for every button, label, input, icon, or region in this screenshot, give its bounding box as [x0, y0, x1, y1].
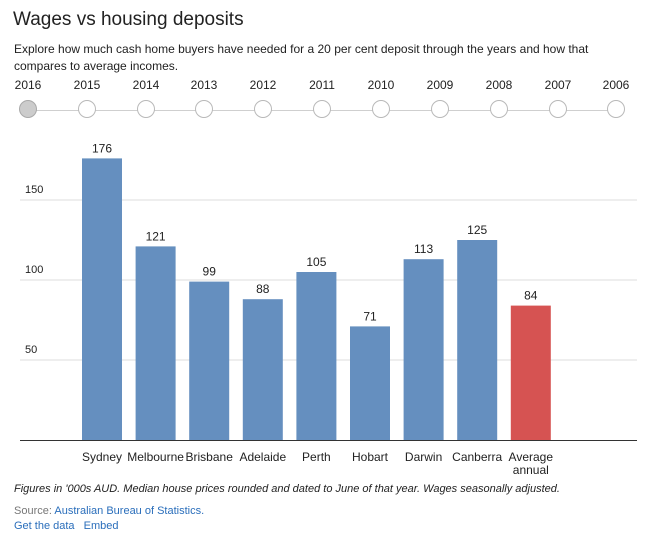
- get-data-link[interactable]: Get the data: [14, 520, 75, 532]
- x-tick-label: Adelaide: [239, 450, 286, 464]
- x-tick-label: Sydney: [82, 450, 122, 464]
- source-prefix: Source:: [14, 505, 55, 517]
- timeline-dot[interactable]: [549, 100, 567, 118]
- timeline-dot[interactable]: [372, 100, 390, 118]
- chart-footnote: Figures in '000s AUD. Median house price…: [14, 483, 560, 495]
- source-link[interactable]: Australian Bureau of Statistics.: [54, 505, 205, 517]
- timeline-year-2008[interactable]: 2008: [469, 78, 529, 118]
- bar: [135, 246, 176, 440]
- timeline-year-2015[interactable]: 2015: [57, 78, 117, 118]
- x-tick-label: Brisbane: [186, 450, 234, 464]
- timeline-year-label: 2008: [485, 78, 513, 92]
- source-line: Source: Australian Bureau of Statistics.: [14, 505, 204, 517]
- timeline-year-label: 2015: [73, 78, 101, 92]
- bar: [510, 305, 551, 440]
- timeline-dot[interactable]: [195, 100, 213, 118]
- bar: [242, 299, 283, 440]
- bar-chart: 50 100 150 176 Sydney 121 Melbourne 99 Brisbane 8…: [20, 141, 637, 480]
- data-label: 113: [414, 242, 433, 256]
- timeline-year-2010[interactable]: 2010: [351, 78, 411, 118]
- year-timeline: 2016 2015 2014 2013 2012 2011 2010 2009 …: [0, 78, 652, 128]
- timeline-dot[interactable]: [431, 100, 449, 118]
- x-tick-label: Canberra: [452, 450, 502, 464]
- y-tick-label: 50: [25, 344, 37, 356]
- timeline-dot[interactable]: [19, 100, 37, 118]
- bar: [350, 326, 390, 440]
- timeline-year-2011[interactable]: 2011: [292, 78, 352, 118]
- data-label: 125: [467, 223, 487, 237]
- timeline-year-label: 2006: [602, 78, 630, 92]
- data-label: 121: [146, 229, 166, 243]
- timeline-year-2013[interactable]: 2013: [174, 78, 234, 118]
- timeline-year-label: 2011: [309, 78, 335, 92]
- timeline-year-label: 2016: [14, 78, 42, 92]
- timeline-dot[interactable]: [254, 100, 272, 118]
- timeline-dot[interactable]: [137, 100, 155, 118]
- data-label: 71: [363, 309, 377, 323]
- data-label: 176: [92, 141, 112, 155]
- x-tick-label: Perth: [302, 450, 331, 464]
- timeline-dot[interactable]: [78, 100, 96, 118]
- timeline-year-label: 2012: [249, 78, 277, 92]
- timeline-year-label: 2007: [544, 78, 572, 92]
- y-tick-label: 150: [25, 184, 43, 196]
- bar: [457, 240, 498, 440]
- data-label: 84: [524, 289, 538, 303]
- timeline-year-label: 2014: [132, 78, 160, 92]
- bar: [189, 281, 230, 440]
- timeline-dot[interactable]: [490, 100, 508, 118]
- timeline-dot[interactable]: [607, 100, 625, 118]
- footer-links: Get the data Embed: [14, 520, 124, 532]
- data-label: 105: [306, 255, 326, 269]
- x-tick-label: Melbourne: [127, 450, 184, 464]
- y-tick-label: 100: [25, 264, 43, 276]
- timeline-year-2012[interactable]: 2012: [233, 78, 293, 118]
- timeline-year-2007[interactable]: 2007: [528, 78, 588, 118]
- embed-link[interactable]: Embed: [83, 520, 119, 532]
- x-tick-label: Hobart: [352, 450, 389, 464]
- page-title: Wages vs housing deposits: [13, 9, 244, 30]
- timeline-year-label: 2013: [190, 78, 218, 92]
- x-tick-label: Averageannualwage: [509, 450, 554, 480]
- page-subtitle: Explore how much cash home buyers have n…: [14, 42, 589, 73]
- timeline-year-2016[interactable]: 2016: [0, 78, 58, 118]
- data-label: 99: [203, 265, 217, 279]
- timeline-year-label: 2009: [426, 78, 454, 92]
- bar: [82, 158, 122, 440]
- timeline-year-2006[interactable]: 2006: [586, 78, 646, 118]
- bar: [296, 272, 337, 440]
- timeline-year-2014[interactable]: 2014: [116, 78, 176, 118]
- timeline-year-label: 2010: [367, 78, 395, 92]
- timeline-dot[interactable]: [313, 100, 331, 118]
- bar: [403, 259, 444, 440]
- x-tick-label: Darwin: [405, 450, 442, 464]
- timeline-year-2009[interactable]: 2009: [410, 78, 470, 118]
- data-label: 88: [256, 282, 270, 296]
